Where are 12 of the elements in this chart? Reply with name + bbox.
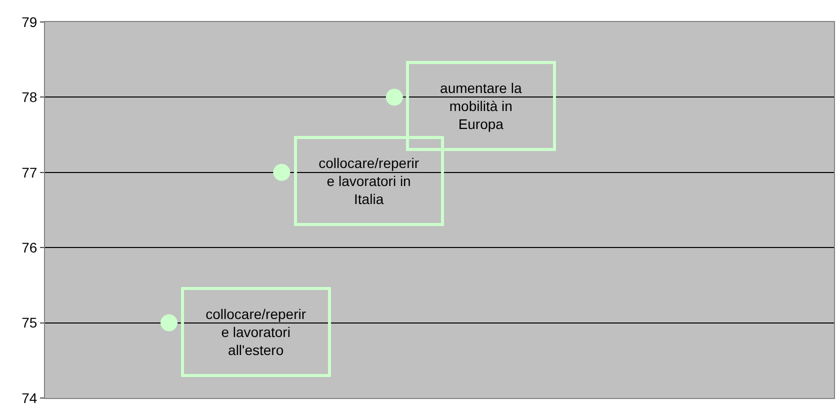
annotation: collocare/reperir e lavoratori all'estero <box>206 306 306 358</box>
y-tick-label: 75 <box>22 314 38 331</box>
y-tick-label: 77 <box>22 164 38 180</box>
point <box>273 164 290 181</box>
y-tick-label: 74 <box>22 390 38 406</box>
point <box>386 88 403 106</box>
y-tick-label: 78 <box>22 89 38 106</box>
annotation: aumentare la mobilità in Europa <box>440 80 522 132</box>
y-tick-label: 76 <box>22 240 38 256</box>
y-tick-label: 79 <box>22 14 38 30</box>
annotation: collocare/reperir e lavoratori in Italia <box>318 154 420 208</box>
point <box>160 314 178 332</box>
